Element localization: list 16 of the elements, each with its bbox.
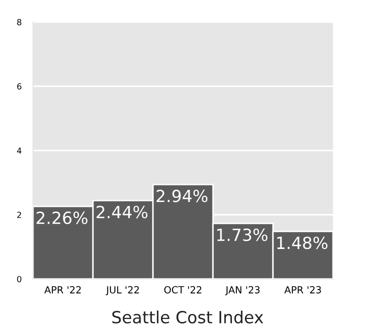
y-tick-label: 8 <box>17 18 22 26</box>
data-label: 1.48% <box>277 236 328 250</box>
x-tick-label: APR '23 <box>284 286 321 294</box>
data-label: 2.44% <box>96 206 148 218</box>
y-tick-label: 4 <box>16 148 22 154</box>
data-label: 2.94% <box>156 190 208 202</box>
y-tick-label: 2 <box>17 212 22 218</box>
y-tick-label: 0 <box>17 276 22 282</box>
x-tick-label: APR '22 <box>44 286 81 294</box>
data-label: 2.26% <box>36 212 88 224</box>
x-tick-label: JAN '23 <box>225 286 260 296</box>
data-label: 1.73% <box>217 228 268 242</box>
y-tick-label: 6 <box>17 83 22 90</box>
text: Seattle Cost Index <box>112 310 264 324</box>
x-tick-label: OCT '22 <box>164 286 202 294</box>
x-tick-label: JUL '22 <box>106 286 139 296</box>
